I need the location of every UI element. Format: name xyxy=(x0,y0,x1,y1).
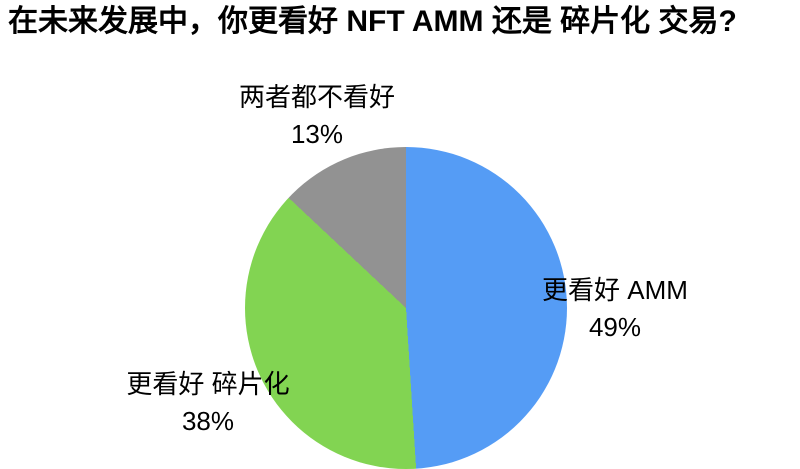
slice-label-fragmentation-percent: 38% xyxy=(181,406,235,436)
slice-label-amm: 更看好 AMM 49% xyxy=(542,272,688,346)
slice-label-amm-text: 更看好 AMM xyxy=(542,275,688,305)
pie-chart xyxy=(245,147,567,469)
slice-label-amm-percent: 49% xyxy=(588,312,642,342)
slice-label-neither: 两者都不看好 13% xyxy=(239,79,395,153)
chart-title: 在未来发展中，你更看好 NFT AMM 还是 碎片化 交易? xyxy=(8,5,737,38)
slice-label-neither-percent: 13% xyxy=(290,119,344,149)
slice-label-fragmentation-text: 更看好 碎片化 xyxy=(126,369,290,399)
slice-label-neither-text: 两者都不看好 xyxy=(238,82,396,112)
slice-label-fragmentation: 更看好 碎片化 38% xyxy=(126,366,289,440)
